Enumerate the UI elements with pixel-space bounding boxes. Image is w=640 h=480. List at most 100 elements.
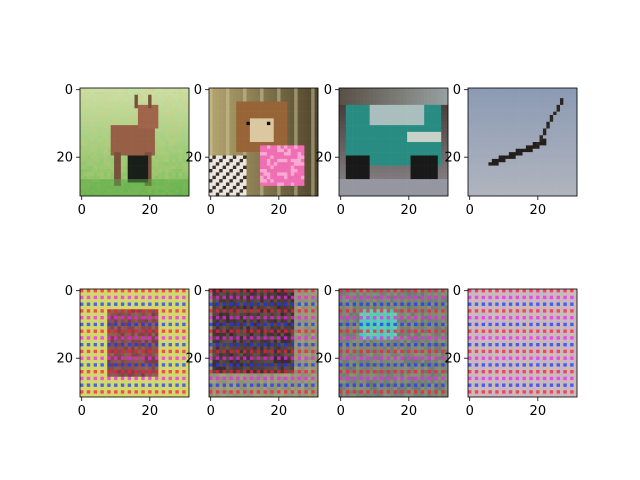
image-pixel xyxy=(420,94,425,99)
image-pixel xyxy=(488,145,493,150)
image-pixel xyxy=(542,175,547,180)
image-pixel xyxy=(97,312,101,317)
image-pixel xyxy=(559,162,564,166)
image-pixel xyxy=(100,189,105,193)
image-pixel xyxy=(420,158,425,163)
image-pixel xyxy=(246,182,251,187)
image-pixel xyxy=(90,179,94,183)
image-pixel xyxy=(407,162,411,166)
image-pixel xyxy=(232,131,237,136)
image-pixel xyxy=(243,179,247,183)
image-pixel xyxy=(212,131,217,136)
image-pixel xyxy=(352,158,357,163)
image-pixel xyxy=(369,138,374,143)
image-pixel xyxy=(546,91,551,96)
image-pixel xyxy=(403,98,408,102)
image-pixel xyxy=(424,104,428,109)
image-pixel xyxy=(168,353,173,357)
image-pixel xyxy=(478,158,482,163)
image-pixel xyxy=(175,94,180,99)
image-pixel xyxy=(127,363,132,367)
image-pixel xyxy=(314,108,319,112)
image-pixel xyxy=(256,98,261,102)
image-pixel xyxy=(256,118,261,123)
image-pixel xyxy=(522,101,527,106)
image-pixel xyxy=(222,142,227,146)
image-pixel xyxy=(222,91,227,96)
image-pixel xyxy=(137,302,142,307)
image-pixel xyxy=(349,135,353,139)
image-pixel xyxy=(185,322,190,327)
image-pixel xyxy=(491,142,496,146)
image-pixel xyxy=(314,158,319,163)
image-pixel xyxy=(559,142,564,146)
image-pixel xyxy=(219,128,223,133)
image-pixel xyxy=(508,185,513,190)
image-pixel xyxy=(117,125,122,129)
image-pixel xyxy=(131,299,135,303)
image-pixel xyxy=(158,88,163,92)
image-pixel xyxy=(529,138,534,143)
image-pixel xyxy=(80,343,84,347)
image-pixel xyxy=(488,189,493,193)
image-pixel xyxy=(573,121,578,126)
image-pixel xyxy=(120,376,125,381)
image-pixel xyxy=(148,118,152,123)
image-pixel xyxy=(86,135,91,139)
image-pixel xyxy=(495,172,499,177)
image-pixel xyxy=(352,104,357,109)
image-pixel xyxy=(546,135,551,139)
image-pixel xyxy=(83,332,88,337)
image-pixel xyxy=(148,115,152,119)
image-pixel xyxy=(239,192,244,197)
image-pixel xyxy=(236,192,240,197)
image-pixel xyxy=(249,189,254,193)
image-pixel xyxy=(158,101,163,106)
image-pixel xyxy=(127,125,132,129)
image-pixel xyxy=(481,155,486,160)
image-pixel xyxy=(300,118,305,123)
image-pixel xyxy=(566,175,571,180)
image-pixel xyxy=(390,104,394,109)
image-pixel xyxy=(515,175,520,180)
image-pixel xyxy=(161,104,166,109)
image-pixel xyxy=(154,111,159,116)
image-pixel xyxy=(379,172,384,177)
image-pixel xyxy=(491,111,496,116)
image-pixel xyxy=(144,319,149,324)
image-pixel xyxy=(280,88,285,92)
image-pixel xyxy=(215,162,220,166)
image-pixel xyxy=(93,175,98,180)
image-pixel xyxy=(427,128,432,133)
image-pixel xyxy=(352,179,357,183)
image-pixel xyxy=(481,148,486,153)
image-pixel xyxy=(287,148,292,153)
image-pixel xyxy=(124,189,128,193)
image-pixel xyxy=(182,192,186,197)
image-pixel xyxy=(403,108,408,112)
image-pixel xyxy=(229,175,234,180)
image-pixel xyxy=(546,165,551,170)
image-pixel xyxy=(390,152,394,156)
image-pixel xyxy=(563,138,568,143)
image-pixel xyxy=(100,115,105,119)
image-pixel xyxy=(114,192,118,197)
image-pixel xyxy=(393,185,398,190)
image-pixel xyxy=(185,182,190,187)
image-pixel xyxy=(182,346,186,351)
image-pixel xyxy=(107,329,111,334)
image-pixel xyxy=(137,169,142,173)
image-pixel xyxy=(103,309,108,313)
image-pixel xyxy=(277,108,281,112)
image-pixel xyxy=(307,165,312,170)
image-pixel xyxy=(158,182,163,187)
image-pixel xyxy=(532,145,537,150)
image-pixel xyxy=(532,155,537,160)
image-pixel xyxy=(93,98,98,102)
image-pixel xyxy=(359,135,364,139)
image-pixel xyxy=(280,155,285,160)
image-pixel xyxy=(444,88,449,92)
image-pixel xyxy=(356,138,360,143)
image-pixel xyxy=(505,121,510,126)
image-pixel xyxy=(97,111,101,116)
